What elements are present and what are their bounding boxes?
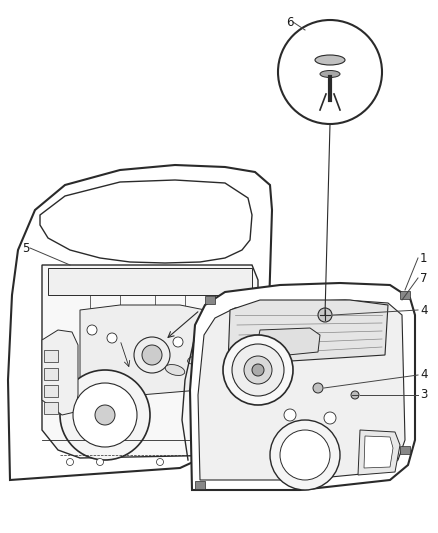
- Polygon shape: [44, 385, 58, 397]
- Circle shape: [232, 344, 284, 396]
- Polygon shape: [8, 165, 272, 480]
- Circle shape: [278, 20, 382, 124]
- Polygon shape: [42, 265, 258, 458]
- Polygon shape: [358, 430, 400, 475]
- Polygon shape: [195, 481, 205, 489]
- Text: 5: 5: [22, 241, 29, 254]
- Circle shape: [252, 364, 264, 376]
- Circle shape: [142, 345, 162, 365]
- Circle shape: [280, 430, 330, 480]
- Circle shape: [270, 420, 340, 490]
- Polygon shape: [198, 300, 405, 480]
- Text: 7: 7: [420, 271, 427, 285]
- Circle shape: [87, 325, 97, 335]
- Ellipse shape: [315, 55, 345, 65]
- Circle shape: [313, 383, 323, 393]
- Polygon shape: [364, 436, 393, 468]
- Circle shape: [96, 458, 103, 465]
- Circle shape: [318, 308, 332, 322]
- Polygon shape: [205, 296, 215, 304]
- Circle shape: [67, 458, 74, 465]
- Ellipse shape: [320, 70, 340, 77]
- Polygon shape: [400, 446, 410, 454]
- Circle shape: [223, 335, 293, 405]
- Circle shape: [134, 337, 170, 373]
- Polygon shape: [80, 305, 240, 395]
- Text: 1: 1: [420, 252, 427, 264]
- Polygon shape: [42, 330, 78, 415]
- Circle shape: [95, 405, 115, 425]
- Circle shape: [205, 323, 215, 333]
- Circle shape: [284, 409, 296, 421]
- Polygon shape: [400, 291, 410, 299]
- Polygon shape: [48, 268, 252, 295]
- Circle shape: [107, 333, 117, 343]
- Text: 4: 4: [420, 368, 427, 382]
- Polygon shape: [258, 328, 320, 358]
- Polygon shape: [40, 180, 252, 263]
- Circle shape: [351, 391, 359, 399]
- Polygon shape: [190, 283, 415, 490]
- Polygon shape: [44, 350, 58, 362]
- Circle shape: [244, 356, 272, 384]
- Polygon shape: [228, 300, 388, 365]
- Polygon shape: [44, 402, 58, 414]
- Circle shape: [324, 412, 336, 424]
- Circle shape: [73, 383, 137, 447]
- Circle shape: [156, 458, 163, 465]
- Polygon shape: [44, 368, 58, 380]
- Circle shape: [232, 458, 239, 465]
- Text: 6: 6: [286, 15, 293, 28]
- Circle shape: [197, 458, 204, 465]
- Circle shape: [60, 370, 150, 460]
- Text: 3: 3: [420, 389, 427, 401]
- Ellipse shape: [165, 365, 185, 375]
- Text: 4: 4: [420, 303, 427, 317]
- Ellipse shape: [187, 356, 202, 364]
- Circle shape: [173, 337, 183, 347]
